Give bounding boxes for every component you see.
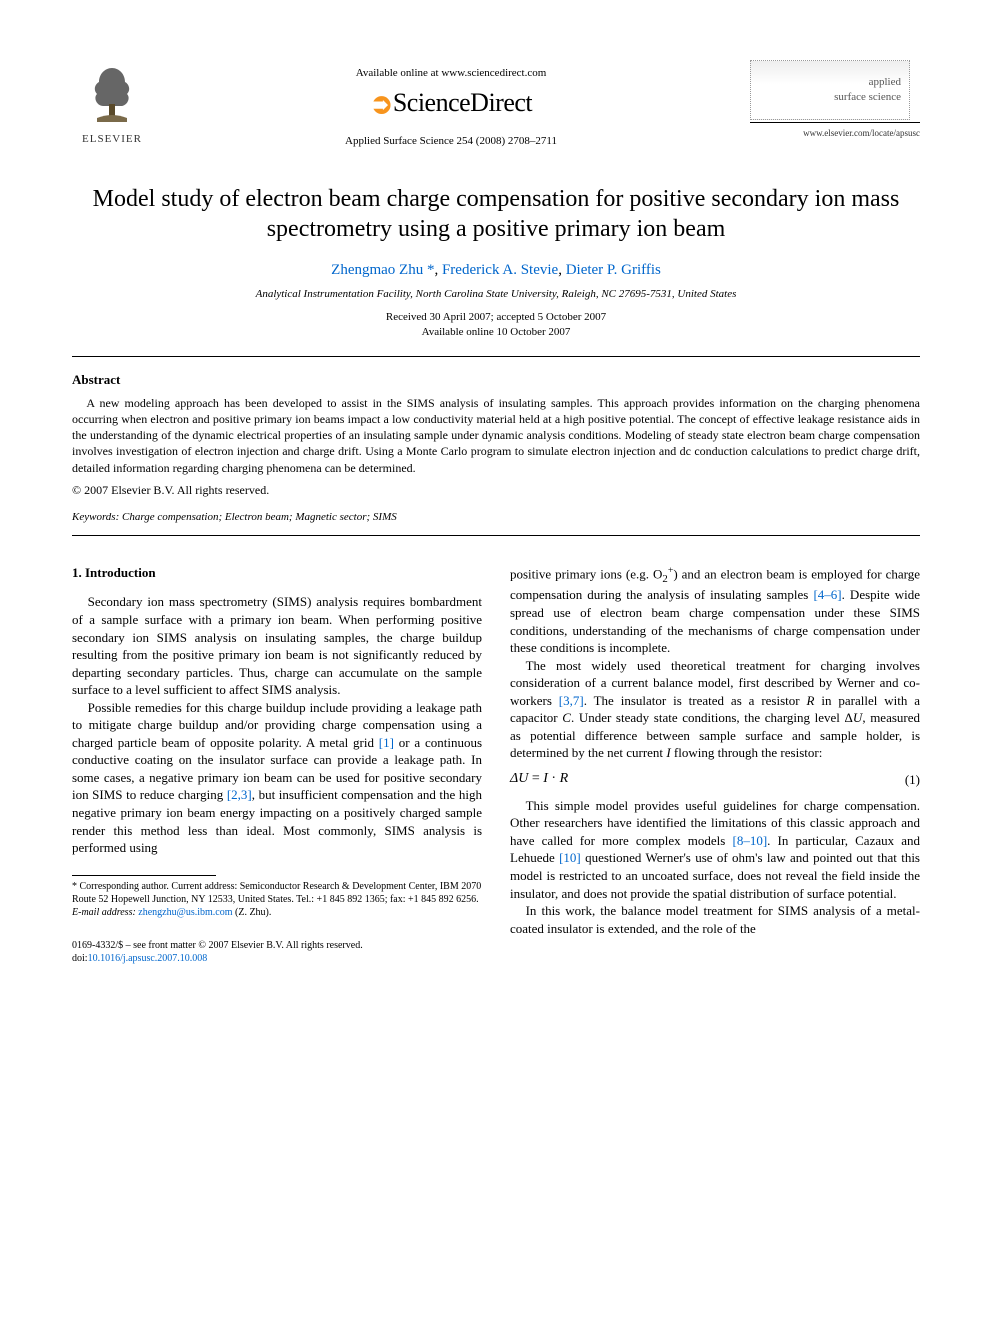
elsevier-logo-block: ELSEVIER <box>72 60 152 147</box>
separator: , <box>434 262 442 278</box>
ref-10-link[interactable]: [10] <box>559 850 581 865</box>
var-C: C <box>562 710 571 725</box>
col2-p1: positive primary ions (e.g. O2+) and an … <box>510 564 920 657</box>
col2-p4: In this work, the balance model treatmen… <box>510 902 920 937</box>
email-link[interactable]: zhengzhu@us.ibm.com <box>136 907 233 918</box>
journal-cover-line2: surface science <box>834 90 901 105</box>
doi-label: doi: <box>72 953 88 964</box>
footnote-corr: Corresponding author. Current address: S… <box>72 881 481 905</box>
header-row: ELSEVIER Available online at www.science… <box>72 60 920 148</box>
footer-block: 0169-4332/$ – see front matter © 2007 El… <box>72 939 482 965</box>
available-date: Available online 10 October 2007 <box>72 325 920 340</box>
journal-url-rule <box>750 122 920 123</box>
ref-3-7-link[interactable]: [3,7] <box>559 693 584 708</box>
section1-p2: Possible remedies for this charge buildu… <box>72 699 482 857</box>
separator: , <box>558 262 566 278</box>
page: ELSEVIER Available online at www.science… <box>0 0 992 1015</box>
sd-swoosh-icon: ➲ <box>370 89 393 120</box>
equation-1: ΔU = I · R <box>510 770 568 789</box>
c2p1a: positive primary ions (e.g. O <box>510 566 662 581</box>
keywords-line: Keywords: Charge compensation; Electron … <box>72 510 920 525</box>
email-who: (Z. Zhu). <box>233 907 272 918</box>
header-right: applied surface science www.elsevier.com… <box>750 60 920 139</box>
ref-1-link[interactable]: [1] <box>379 735 394 750</box>
footnote-separator <box>72 875 216 876</box>
email-footnote: E-mail address: zhengzhu@us.ibm.com (Z. … <box>72 906 482 919</box>
ref-4-6-link[interactable]: [4–6] <box>813 587 841 602</box>
left-column: 1. Introduction Secondary ion mass spect… <box>72 564 482 965</box>
abstract-text: A new modeling approach has been develop… <box>72 395 920 476</box>
article-title: Model study of electron beam charge comp… <box>92 184 900 244</box>
doi-link[interactable]: 10.1016/j.apsusc.2007.10.008 <box>88 953 208 964</box>
c2p2f: flowing through the resistor: <box>671 745 823 760</box>
abstract-body: A new modeling approach has been develop… <box>72 395 920 476</box>
header-center: Available online at www.sciencedirect.co… <box>152 66 750 148</box>
sciencedirect-text: ScienceDirect <box>393 88 532 117</box>
equation-1-row: ΔU = I · R (1) <box>510 770 920 789</box>
author-1-link[interactable]: Zhengmao Zhu <box>331 262 423 278</box>
journal-cover-thumb: applied surface science <box>750 60 910 120</box>
equation-1-number: (1) <box>905 771 920 789</box>
journal-reference: Applied Surface Science 254 (2008) 2708–… <box>152 134 750 149</box>
abstract-copyright: © 2007 Elsevier B.V. All rights reserved… <box>72 482 920 498</box>
col2-p3: This simple model provides useful guidel… <box>510 797 920 902</box>
keywords-label: Keywords: <box>72 511 119 523</box>
elsevier-tree-icon <box>77 60 147 130</box>
body-columns: 1. Introduction Secondary ion mass spect… <box>72 564 920 965</box>
abstract-top-rule <box>72 356 920 357</box>
ref-8-10-link[interactable]: [8–10] <box>732 833 767 848</box>
c2p2b: . The insulator is treated as a resistor <box>584 693 807 708</box>
elsevier-label: ELSEVIER <box>82 132 142 147</box>
ref-2-3-link[interactable]: [2,3] <box>227 787 252 802</box>
right-column: positive primary ions (e.g. O2+) and an … <box>510 564 920 965</box>
email-label: E-mail address: <box>72 907 136 918</box>
affiliation: Analytical Instrumentation Facility, Nor… <box>72 287 920 302</box>
received-date: Received 30 April 2007; accepted 5 Octob… <box>72 310 920 325</box>
col2-p2: The most widely used theoretical treatme… <box>510 657 920 762</box>
abstract-bottom-rule <box>72 535 920 536</box>
sciencedirect-logo: ➲ScienceDirect <box>152 85 750 124</box>
footer-doi: doi:10.1016/j.apsusc.2007.10.008 <box>72 952 482 965</box>
journal-url: www.elsevier.com/locate/apsusc <box>750 127 920 139</box>
dates-block: Received 30 April 2007; accepted 5 Octob… <box>72 310 920 341</box>
var-U: U <box>853 710 862 725</box>
corresponding-footnote: * Corresponding author. Current address:… <box>72 880 482 906</box>
footer-line1: 0169-4332/$ – see front matter © 2007 El… <box>72 939 482 952</box>
keywords-value: Charge compensation; Electron beam; Magn… <box>119 511 396 523</box>
available-online-text: Available online at www.sciencedirect.co… <box>152 66 750 81</box>
footnote-block: * Corresponding author. Current address:… <box>72 880 482 919</box>
journal-cover-line1: applied <box>869 75 901 90</box>
authors-line: Zhengmao Zhu *, Frederick A. Stevie, Die… <box>72 260 920 280</box>
section-1-heading: 1. Introduction <box>72 564 482 582</box>
author-2-link[interactable]: Frederick A. Stevie <box>442 262 558 278</box>
abstract-heading: Abstract <box>72 371 920 389</box>
author-3-link[interactable]: Dieter P. Griffis <box>566 262 661 278</box>
section1-p1: Secondary ion mass spectrometry (SIMS) a… <box>72 593 482 698</box>
c2p2d: . Under steady state conditions, the cha… <box>571 710 853 725</box>
